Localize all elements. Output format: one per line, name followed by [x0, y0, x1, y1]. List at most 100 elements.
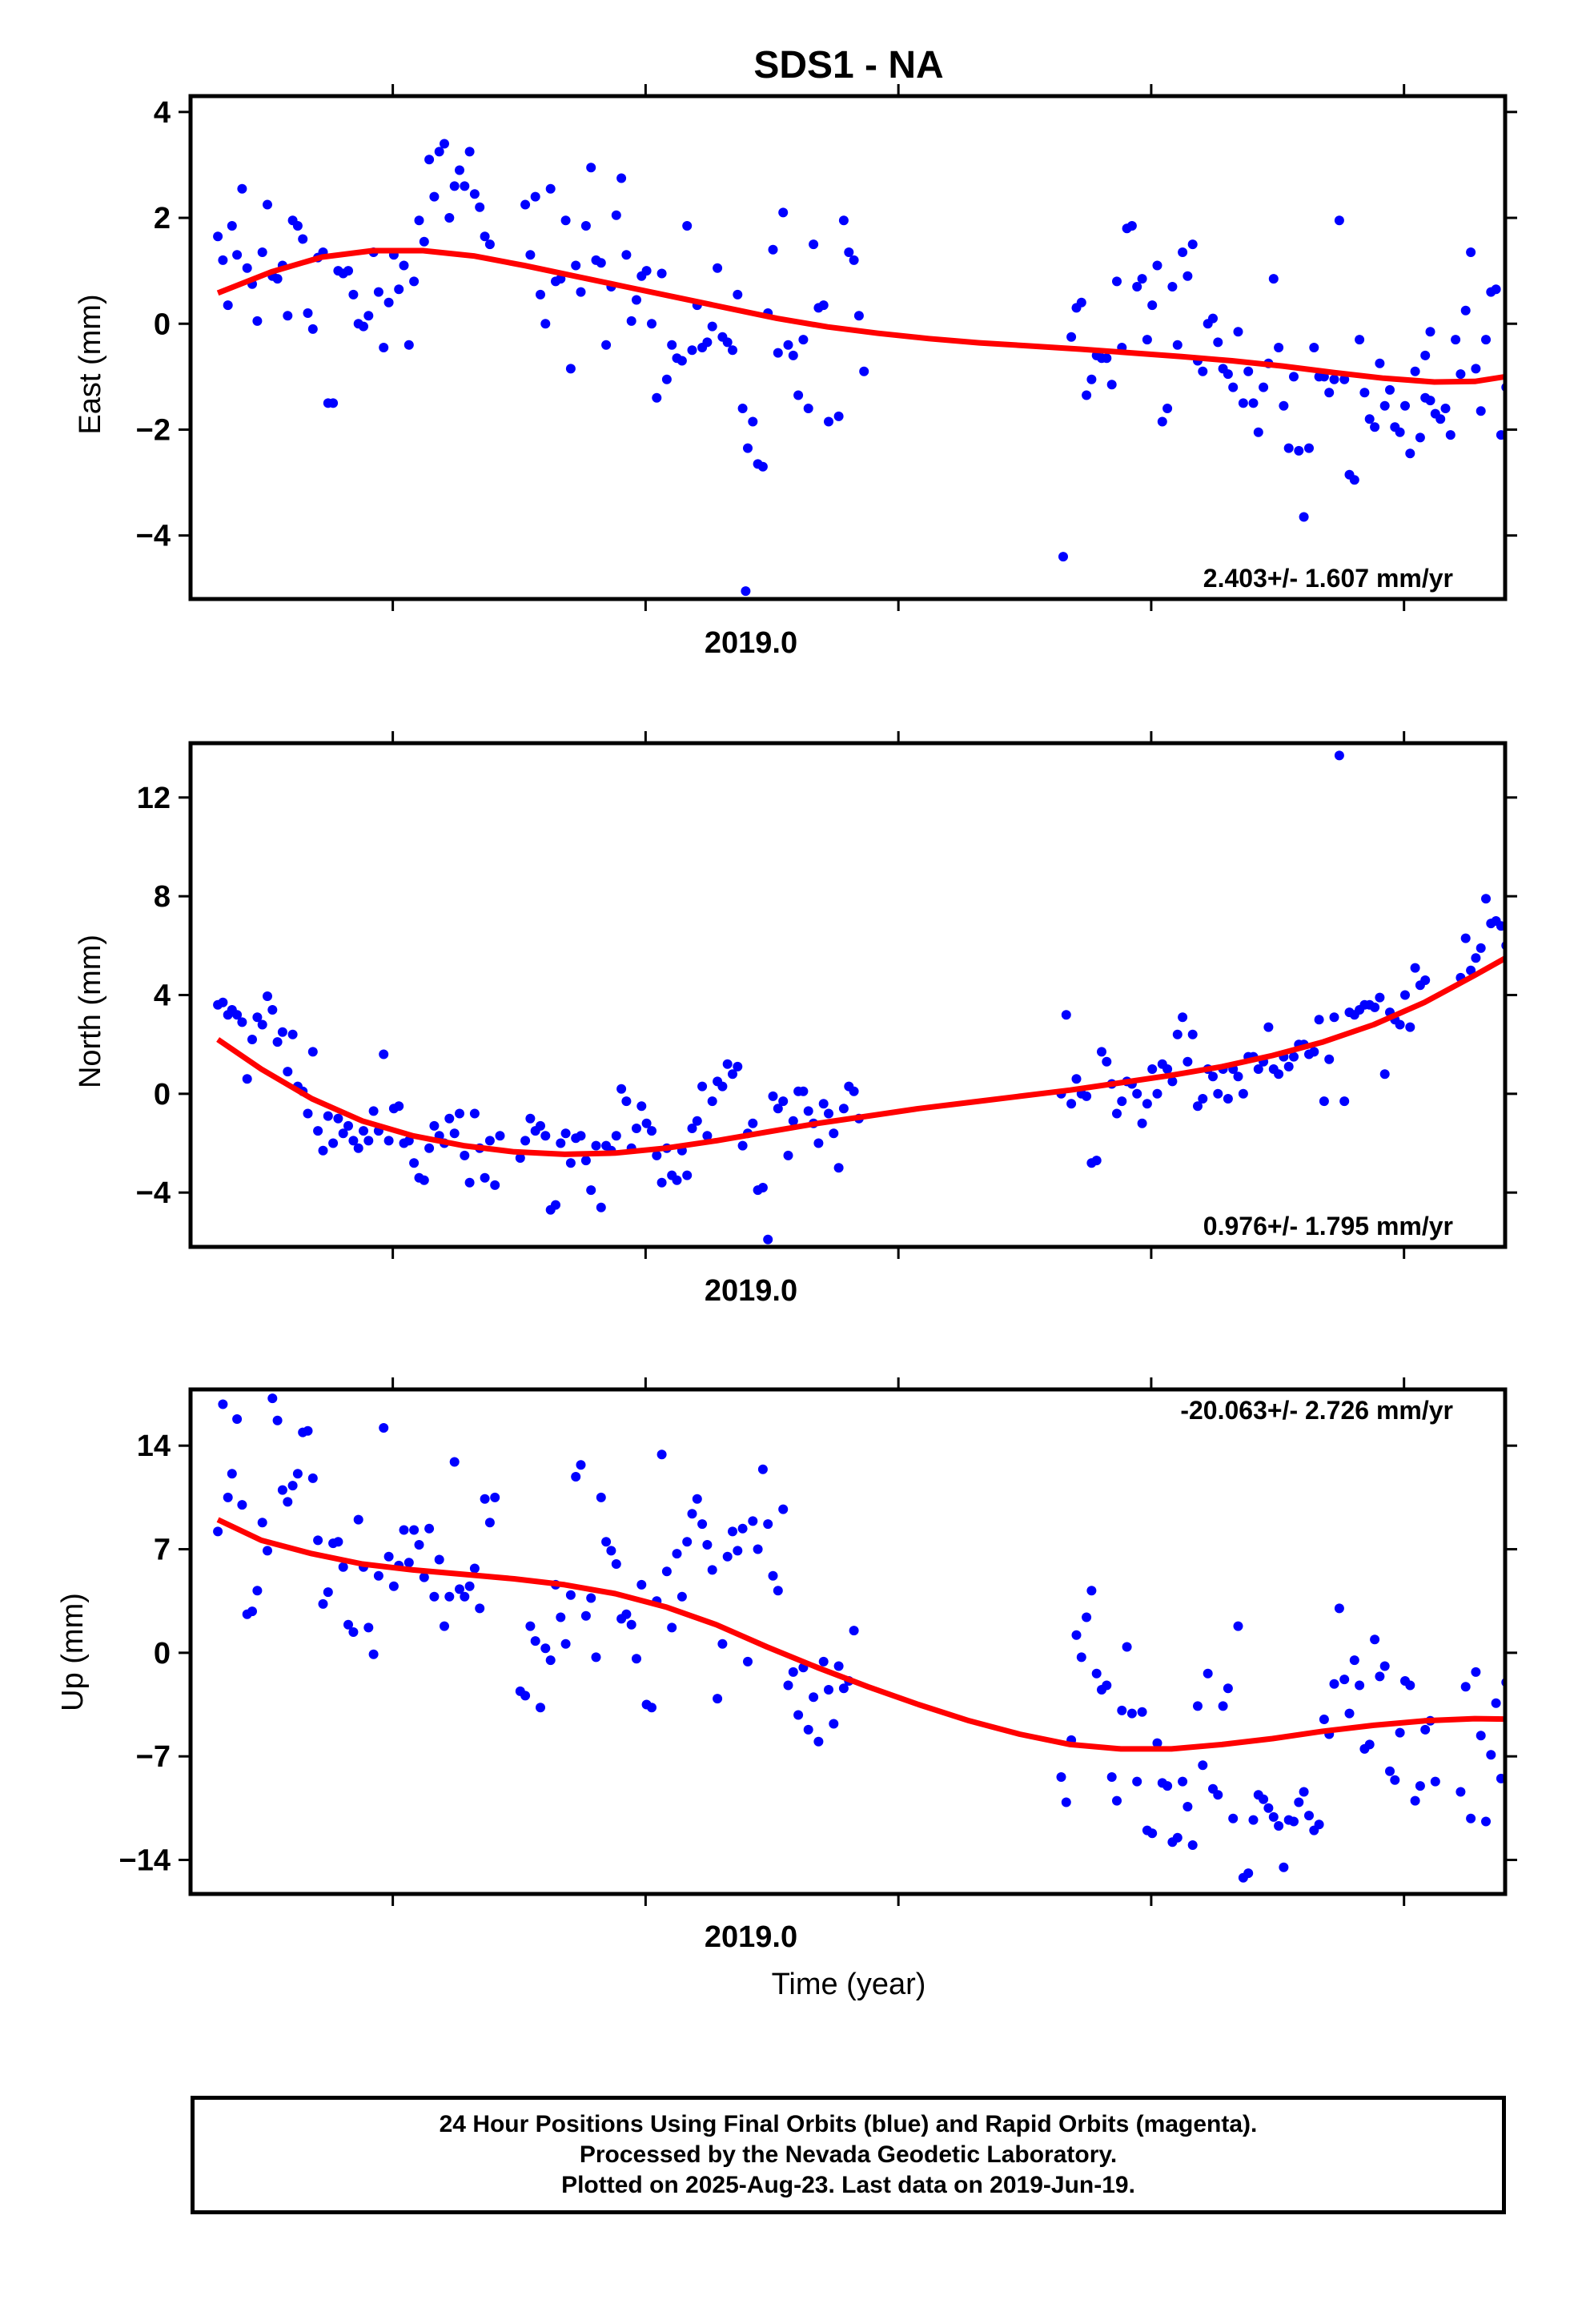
data-point	[1390, 1775, 1400, 1785]
data-point	[363, 1622, 374, 1633]
data-point	[1547, 1732, 1556, 1742]
data-point	[1532, 1739, 1541, 1748]
data-point	[1193, 1701, 1203, 1711]
data-point	[1233, 327, 1243, 337]
data-point	[1460, 305, 1471, 316]
data-point	[520, 1691, 531, 1701]
data-point	[859, 366, 869, 376]
data-point	[1466, 247, 1476, 257]
data-point	[1279, 400, 1289, 411]
data-point	[560, 1128, 571, 1139]
data-point	[838, 1104, 849, 1114]
data-point	[591, 1140, 601, 1151]
data-point	[576, 1131, 586, 1141]
data-point	[556, 1138, 566, 1148]
data-point	[722, 1551, 733, 1562]
data-point	[596, 1492, 606, 1502]
data-point	[652, 1150, 662, 1160]
data-point	[469, 189, 480, 199]
data-point	[313, 1535, 323, 1546]
data-point	[1405, 1680, 1415, 1691]
data-point	[1512, 919, 1521, 928]
data-point	[1395, 1019, 1405, 1030]
data-point	[1370, 422, 1380, 432]
data-point	[803, 404, 813, 413]
data-point	[1329, 1679, 1339, 1689]
data-point	[540, 319, 551, 329]
y-tick-label: 0	[154, 1078, 171, 1112]
caption-line-processed: Processed by the Nevada Geodetic Laborat…	[579, 2141, 1118, 2168]
data-point	[363, 1136, 374, 1146]
data-point	[722, 337, 733, 348]
data-point	[1178, 247, 1188, 257]
data-point	[536, 1120, 545, 1131]
east-x-tick-label: 2019.0	[705, 626, 797, 660]
y-tick-label: −4	[136, 520, 171, 553]
data-point	[1344, 1708, 1355, 1719]
data-point	[1066, 332, 1077, 342]
data-point	[414, 215, 424, 226]
data-point	[672, 1549, 682, 1559]
data-point	[1162, 404, 1173, 413]
data-point	[677, 356, 687, 366]
data-point	[1410, 366, 1420, 376]
data-point	[1122, 1642, 1132, 1652]
data-point	[596, 258, 606, 268]
data-point	[394, 284, 404, 295]
data-point	[1471, 953, 1481, 963]
data-point	[707, 1096, 717, 1107]
data-point	[702, 337, 713, 348]
data-point	[1359, 388, 1370, 398]
data-point	[1162, 1064, 1173, 1074]
data-point	[757, 461, 768, 472]
data-point	[363, 311, 374, 321]
data-point	[1355, 335, 1365, 345]
data-point	[1415, 432, 1425, 443]
data-point	[1334, 215, 1344, 226]
data-point	[1294, 1797, 1304, 1807]
data-point	[429, 1591, 440, 1602]
data-point	[1147, 300, 1158, 311]
data-point	[1112, 1795, 1122, 1806]
data-point	[379, 1423, 389, 1433]
data-point	[455, 1108, 464, 1119]
data-point	[455, 1584, 464, 1594]
data-point	[1238, 398, 1248, 408]
data-point	[1061, 1010, 1071, 1020]
data-point	[1223, 1094, 1233, 1104]
data-point	[545, 1655, 556, 1666]
data-point	[1299, 1787, 1309, 1797]
data-point	[480, 231, 490, 242]
data-point	[272, 1415, 283, 1425]
data-point	[656, 1449, 667, 1460]
data-point	[353, 1514, 363, 1525]
data-point	[520, 199, 531, 210]
data-point	[702, 1131, 713, 1141]
data-point	[379, 1049, 389, 1059]
y-tick-label: −14	[119, 1844, 171, 1878]
data-point	[1208, 313, 1218, 324]
data-point	[460, 1591, 470, 1602]
data-point	[773, 1104, 783, 1114]
data-point	[571, 1472, 581, 1482]
data-point	[257, 1518, 267, 1528]
data-point	[218, 255, 228, 265]
north-fit-line	[216, 955, 1505, 1157]
data-point	[227, 221, 237, 231]
data-point	[1178, 1776, 1188, 1787]
data-point	[1071, 1630, 1082, 1640]
data-point	[1182, 1056, 1193, 1067]
data-point	[1460, 933, 1471, 943]
data-point	[1537, 1790, 1547, 1799]
data-point	[571, 260, 581, 271]
data-point	[737, 1140, 748, 1151]
data-point	[1410, 963, 1420, 973]
data-point	[773, 348, 783, 358]
data-point	[1182, 1802, 1193, 1811]
data-point	[1228, 382, 1239, 392]
data-point	[682, 1170, 693, 1180]
data-point	[444, 1591, 455, 1602]
data-point	[1061, 1797, 1071, 1807]
data-point	[1471, 364, 1481, 374]
data-point	[818, 1656, 829, 1667]
